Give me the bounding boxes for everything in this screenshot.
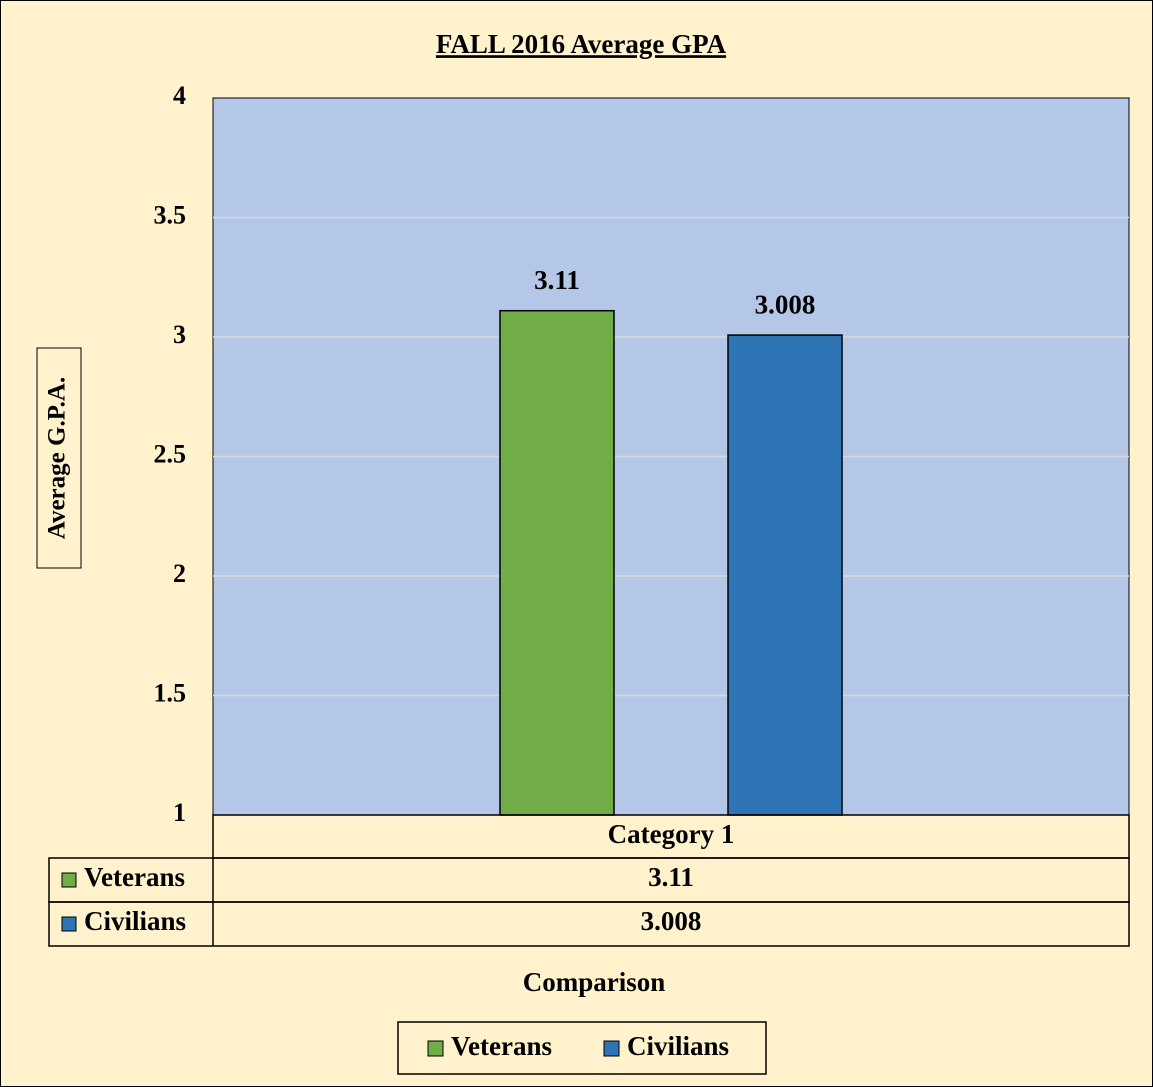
legend-key [61,872,77,888]
y-tick-label: 2.5 [154,439,187,468]
legend-label: Civilians [627,1031,729,1061]
data-table-category: Category 1 [608,819,735,849]
data-label: 3.008 [755,289,816,319]
y-tick-label: 4 [173,81,186,110]
data-table-row [48,901,1130,947]
data-table-series: Civilians [84,906,186,936]
legend-key [427,1040,444,1057]
y-tick-label: 3.5 [154,200,187,229]
data-table-series: Veterans [84,862,185,892]
bar [499,309,615,816]
data-table-value: 3.11 [648,862,694,892]
bar [727,334,843,816]
y-tick-label: 2 [173,559,186,588]
y-tick-label: 1 [173,798,186,827]
legend-box [397,1021,767,1075]
y-tick-label: 3 [173,320,186,349]
chart-title: FALL 2016 Average GPA [436,29,727,59]
y-tick-label: 1.5 [154,678,187,707]
legend-label: Veterans [451,1031,552,1061]
legend-key [61,916,77,932]
data-label: 3.11 [534,265,580,295]
data-table-value: 3.008 [641,906,702,936]
legend-key [603,1040,620,1057]
y-axis-label: Average G.P.A. [44,377,71,539]
x-axis-label: Comparison [523,967,666,997]
y-label-box [36,347,82,569]
